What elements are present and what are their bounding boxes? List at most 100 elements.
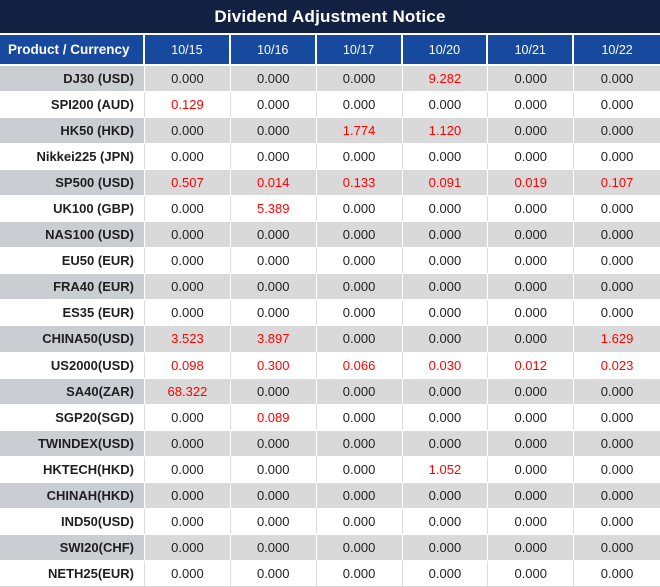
value-cell: 0.000 <box>402 222 489 248</box>
date-header: 10/15 <box>145 35 231 64</box>
table-row: CHINA50(USD) 3.523 3.897 0.000 0.000 0.000 1.6… <box>0 326 660 353</box>
value-cell: 68.322 <box>145 378 231 404</box>
value-cell: 0.000 <box>316 534 403 560</box>
value-cell: 0.000 <box>574 144 660 170</box>
value-cell: 0.000 <box>230 222 317 248</box>
value-cell: 0.066 <box>316 352 403 378</box>
product-cell: US2000(USD) <box>0 352 145 378</box>
value-cell: 0.000 <box>230 560 317 586</box>
value-cell: 0.507 <box>145 170 231 196</box>
value-cell: 0.000 <box>316 508 403 534</box>
value-cell: 0.000 <box>488 430 575 456</box>
table-row: NAS100 (USD) 0.000 0.000 0.000 0.000 0.000 0.0… <box>0 222 660 249</box>
table-row: SWI20(CHF) 0.000 0.000 0.000 0.000 0.000 0.000 <box>0 534 660 561</box>
value-cell: 0.000 <box>145 66 231 92</box>
product-cell: DJ30 (USD) <box>0 66 145 92</box>
value-cell: 0.000 <box>145 274 231 300</box>
value-cell: 0.000 <box>402 560 489 586</box>
value-cell: 0.000 <box>402 248 489 274</box>
table-row: FRA40 (EUR) 0.000 0.000 0.000 0.000 0.000 0.00… <box>0 274 660 301</box>
page-title: Dividend Adjustment Notice <box>0 0 660 35</box>
value-cell: 0.000 <box>145 196 231 222</box>
value-cell: 0.000 <box>574 456 660 482</box>
value-cell: 1.774 <box>316 118 403 144</box>
value-cell: 0.000 <box>316 482 403 508</box>
value-cell: 0.129 <box>145 92 231 118</box>
table-row: IND50(USD) 0.000 0.000 0.000 0.000 0.000 0.000 <box>0 508 660 535</box>
value-cell: 0.000 <box>574 222 660 248</box>
value-cell: 0.089 <box>230 404 317 430</box>
value-cell: 0.000 <box>145 534 231 560</box>
value-cell: 0.000 <box>316 66 403 92</box>
value-cell: 0.107 <box>574 170 660 196</box>
value-cell: 0.000 <box>316 248 403 274</box>
product-cell: Nikkei225 (JPN) <box>0 144 145 170</box>
value-cell: 0.000 <box>488 222 575 248</box>
value-cell: 0.000 <box>145 144 231 170</box>
value-cell: 0.000 <box>402 274 489 300</box>
value-cell: 0.000 <box>488 118 575 144</box>
value-cell: 0.000 <box>145 456 231 482</box>
value-cell: 0.000 <box>230 66 317 92</box>
value-cell: 0.000 <box>230 508 317 534</box>
value-cell: 0.000 <box>402 508 489 534</box>
product-cell: IND50(USD) <box>0 508 145 534</box>
table-row: Nikkei225 (JPN) 0.000 0.000 0.000 0.000 0.000… <box>0 144 660 171</box>
header-row: Product / Currency 10/15 10/16 10/17 10/20 1… <box>0 35 660 66</box>
table-row: NETH25(EUR) 0.000 0.000 0.000 0.000 0.000 0.00… <box>0 560 660 587</box>
value-cell: 1.629 <box>574 326 660 352</box>
value-cell: 0.000 <box>488 560 575 586</box>
value-cell: 0.000 <box>145 430 231 456</box>
dividend-table: Product / Currency 10/15 10/16 10/17 10/20 1… <box>0 35 660 587</box>
value-cell: 0.000 <box>316 404 403 430</box>
value-cell: 0.000 <box>488 196 575 222</box>
product-cell: HKTECH(HKD) <box>0 456 145 482</box>
value-cell: 0.000 <box>574 196 660 222</box>
product-currency-header: Product / Currency <box>0 35 145 64</box>
value-cell: 0.000 <box>488 534 575 560</box>
product-cell: SP500 (USD) <box>0 170 145 196</box>
value-cell: 0.000 <box>230 274 317 300</box>
value-cell: 0.000 <box>316 144 403 170</box>
value-cell: 3.523 <box>145 326 231 352</box>
value-cell: 0.000 <box>402 144 489 170</box>
value-cell: 0.023 <box>574 352 660 378</box>
value-cell: 1.120 <box>402 118 489 144</box>
value-cell: 0.000 <box>574 92 660 118</box>
value-cell: 0.000 <box>402 300 489 326</box>
value-cell: 0.000 <box>488 482 575 508</box>
date-header: 10/22 <box>601 42 633 57</box>
value-cell: 0.000 <box>488 92 575 118</box>
value-cell: 0.000 <box>488 66 575 92</box>
value-cell: 0.000 <box>402 378 489 404</box>
table-row: SGP20(SGD) 0.000 0.089 0.000 0.000 0.000 0.000 <box>0 404 660 431</box>
value-cell: 9.282 <box>402 66 489 92</box>
product-cell: SGP20(SGD) <box>0 404 145 430</box>
value-cell: 0.000 <box>574 300 660 326</box>
value-cell: 0.000 <box>574 560 660 586</box>
table-row: UK100 (GBP) 0.000 5.389 0.000 0.000 0.000 0.00… <box>0 196 660 223</box>
table-row: TWINDEX(USD) 0.000 0.000 0.000 0.000 0.000 0.0… <box>0 430 660 457</box>
table-row: US2000(USD) 0.098 0.300 0.066 0.030 0.012 0.02… <box>0 352 660 379</box>
product-cell: UK100 (GBP) <box>0 196 145 222</box>
date-header: 10/21 <box>488 35 575 64</box>
value-cell: 0.000 <box>316 456 403 482</box>
value-cell: 0.000 <box>574 378 660 404</box>
value-cell: 0.000 <box>488 326 575 352</box>
date-header: 10/17 <box>317 35 403 64</box>
value-cell: 0.000 <box>488 456 575 482</box>
value-cell: 0.000 <box>316 560 403 586</box>
value-cell: 0.000 <box>316 300 403 326</box>
value-cell: 0.000 <box>230 248 317 274</box>
value-cell: 0.000 <box>402 326 489 352</box>
value-cell: 0.000 <box>488 248 575 274</box>
value-cell: 1.052 <box>402 456 489 482</box>
value-cell: 0.000 <box>230 430 317 456</box>
value-cell: 0.000 <box>316 92 403 118</box>
value-cell: 0.000 <box>574 430 660 456</box>
table-row: SA40(ZAR) 68.322 0.000 0.000 0.000 0.000 0.000 <box>0 378 660 405</box>
value-cell: 0.030 <box>402 352 489 378</box>
value-cell: 0.000 <box>145 222 231 248</box>
value-cell: 0.000 <box>145 560 231 586</box>
value-cell: 0.000 <box>402 196 489 222</box>
